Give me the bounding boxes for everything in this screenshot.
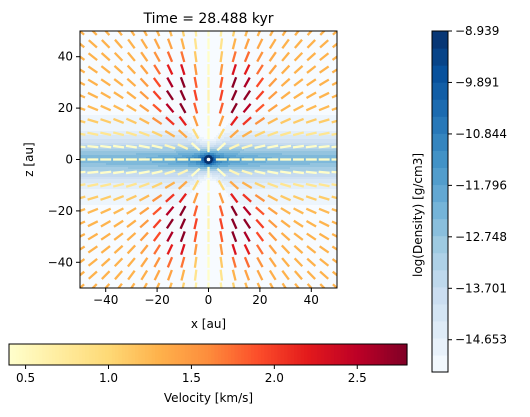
velocity-vector — [293, 172, 304, 173]
y-tick-label: 40 — [58, 50, 73, 64]
velocity-vector — [195, 38, 196, 49]
velocity-vector — [126, 172, 137, 174]
chart-title: Time = 28.488 kyr — [143, 11, 274, 27]
velocity-tick-label: 0.5 — [16, 371, 35, 385]
density-level — [432, 236, 448, 254]
velocity-vector — [195, 270, 196, 281]
velocity-vector — [221, 51, 223, 62]
velocity-vector — [319, 172, 330, 173]
density-level — [432, 321, 448, 339]
velocity-tick-label: 1.5 — [182, 371, 201, 385]
density-level — [432, 287, 448, 305]
velocity-vector — [113, 172, 124, 173]
velocity-vector — [100, 172, 111, 173]
density-level — [432, 355, 448, 373]
plot-area — [75, 26, 343, 294]
density-level — [432, 253, 448, 271]
velocity-vector — [280, 146, 291, 148]
x-axis-ticks: −40 −20 0 20 40 — [93, 288, 319, 307]
density-level — [432, 270, 448, 288]
density-level — [432, 150, 448, 168]
y-tick-label: −40 — [48, 255, 73, 269]
velocity-vector — [195, 51, 197, 62]
velocity-vector — [221, 38, 222, 49]
velocity-vector — [221, 257, 223, 268]
x-tick-label: 40 — [304, 293, 319, 307]
density-level — [432, 304, 448, 322]
density-level — [432, 133, 448, 151]
x-tick-label: 0 — [205, 293, 213, 307]
velocity-vector — [221, 270, 222, 281]
velocity-vector — [280, 172, 291, 174]
velocity-vector — [126, 146, 137, 148]
y-tick-label: 20 — [58, 101, 73, 115]
velocity-vector — [100, 146, 111, 147]
density-tick-label: −13.701 — [455, 281, 507, 295]
velocity-colorbar: 0.5 1.0 1.5 2.0 2.5 — [9, 344, 408, 385]
velocity-vector — [306, 172, 317, 173]
density-level — [432, 338, 448, 356]
velocity-vector — [293, 146, 304, 147]
x-tick-label: −20 — [144, 293, 169, 307]
density-tick-label: −11.796 — [455, 178, 507, 192]
velocity-vector — [87, 172, 98, 173]
density-level — [432, 116, 448, 134]
density-level — [432, 82, 448, 100]
x-tick-label: 20 — [252, 293, 267, 307]
y-axis-label: z [au] — [22, 142, 36, 176]
density-colorbar: −8.939 −9.891 −10.844 −11.796 −12.748 −13.701… — [432, 24, 507, 373]
velocity-vector — [319, 146, 330, 147]
density-tick-label: −8.939 — [455, 24, 499, 38]
velocity-vector — [113, 146, 124, 147]
density-colorbar-label: log(Density) [g/cm3] — [411, 153, 425, 277]
velocity-vector — [195, 257, 197, 268]
density-level — [432, 65, 448, 83]
velocity-colorbar-label: Velocity [km/s] — [164, 391, 253, 405]
y-tick-label: 0 — [65, 153, 73, 167]
density-level — [432, 99, 448, 117]
velocity-vector — [306, 146, 317, 147]
velocity-tick-label: 2.5 — [348, 371, 367, 385]
velocity-vector — [87, 146, 98, 147]
density-level — [432, 167, 448, 185]
density-level — [432, 48, 448, 66]
density-level — [432, 184, 448, 202]
velocity-tick-label: 1.0 — [99, 371, 118, 385]
density-level — [432, 31, 448, 49]
y-tick-label: −20 — [48, 204, 73, 218]
density-tick-label: −12.748 — [455, 230, 507, 244]
density-tick-label: −9.891 — [455, 75, 499, 89]
x-axis-label: x [au] — [191, 317, 226, 331]
density-level — [432, 219, 448, 237]
y-axis-ticks: −40 −20 0 20 40 — [48, 50, 80, 270]
x-tick-label: −40 — [93, 293, 118, 307]
density-tick-label: −10.844 — [455, 127, 507, 141]
density-level — [432, 202, 448, 220]
velocity-tick-label: 2.0 — [265, 371, 284, 385]
central-core-hole — [207, 158, 211, 162]
density-tick-label: −14.653 — [455, 333, 507, 347]
